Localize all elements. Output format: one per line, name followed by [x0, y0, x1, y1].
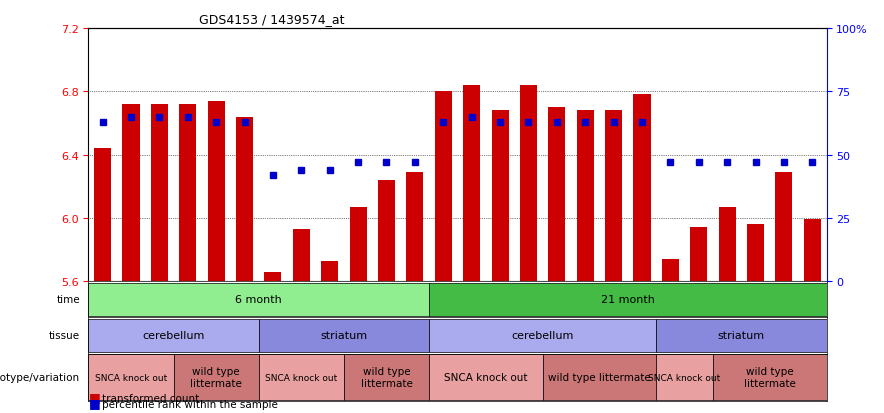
Bar: [463, 86, 480, 282]
Bar: [321, 261, 339, 282]
Bar: [492, 111, 508, 282]
Bar: [662, 259, 679, 282]
Text: striatum: striatum: [718, 331, 765, 341]
Bar: [435, 92, 452, 282]
Bar: [349, 207, 367, 282]
Text: wild type
littermate: wild type littermate: [361, 366, 413, 388]
FancyBboxPatch shape: [88, 355, 173, 400]
FancyBboxPatch shape: [173, 355, 259, 400]
Bar: [94, 149, 111, 282]
Bar: [407, 173, 423, 282]
Text: tissue: tissue: [49, 331, 80, 341]
Bar: [123, 104, 140, 282]
FancyBboxPatch shape: [259, 355, 344, 400]
Text: SNCA knock out: SNCA knock out: [444, 372, 528, 382]
FancyBboxPatch shape: [429, 283, 827, 316]
Text: GDS4153 / 1439574_at: GDS4153 / 1439574_at: [199, 13, 345, 26]
Bar: [747, 225, 764, 282]
Bar: [775, 173, 792, 282]
Bar: [606, 111, 622, 282]
FancyBboxPatch shape: [543, 355, 656, 400]
Bar: [293, 229, 310, 282]
FancyBboxPatch shape: [713, 355, 827, 400]
Text: time: time: [57, 294, 80, 304]
Bar: [151, 104, 168, 282]
FancyBboxPatch shape: [429, 319, 656, 352]
Bar: [576, 111, 594, 282]
Bar: [264, 272, 281, 282]
Bar: [548, 108, 566, 282]
FancyBboxPatch shape: [88, 319, 259, 352]
Text: genotype/variation: genotype/variation: [0, 372, 80, 382]
Text: SNCA knock out: SNCA knock out: [265, 373, 338, 382]
FancyBboxPatch shape: [259, 319, 429, 352]
Text: ■: ■: [88, 390, 100, 403]
Text: 6 month: 6 month: [235, 294, 282, 304]
Bar: [378, 180, 395, 282]
Bar: [208, 102, 225, 282]
FancyBboxPatch shape: [344, 355, 429, 400]
FancyBboxPatch shape: [88, 283, 429, 316]
Text: 21 month: 21 month: [601, 294, 655, 304]
Text: percentile rank within the sample: percentile rank within the sample: [102, 399, 278, 409]
FancyBboxPatch shape: [429, 355, 543, 400]
Text: SNCA knock out: SNCA knock out: [95, 373, 167, 382]
Text: wild type
littermate: wild type littermate: [743, 366, 796, 388]
Bar: [719, 207, 735, 282]
Text: SNCA knock out: SNCA knock out: [649, 373, 720, 382]
Text: ■: ■: [88, 396, 100, 409]
Bar: [520, 86, 537, 282]
FancyBboxPatch shape: [656, 319, 827, 352]
Text: wild type
littermate: wild type littermate: [190, 366, 242, 388]
Text: cerebellum: cerebellum: [142, 331, 205, 341]
Bar: [236, 117, 253, 282]
Bar: [804, 220, 821, 282]
Text: transformed count: transformed count: [102, 393, 199, 403]
Text: striatum: striatum: [320, 331, 368, 341]
Bar: [179, 104, 196, 282]
Text: wild type littermate: wild type littermate: [548, 372, 651, 382]
Bar: [634, 95, 651, 282]
FancyBboxPatch shape: [656, 355, 713, 400]
Text: cerebellum: cerebellum: [512, 331, 574, 341]
Bar: [690, 228, 707, 282]
